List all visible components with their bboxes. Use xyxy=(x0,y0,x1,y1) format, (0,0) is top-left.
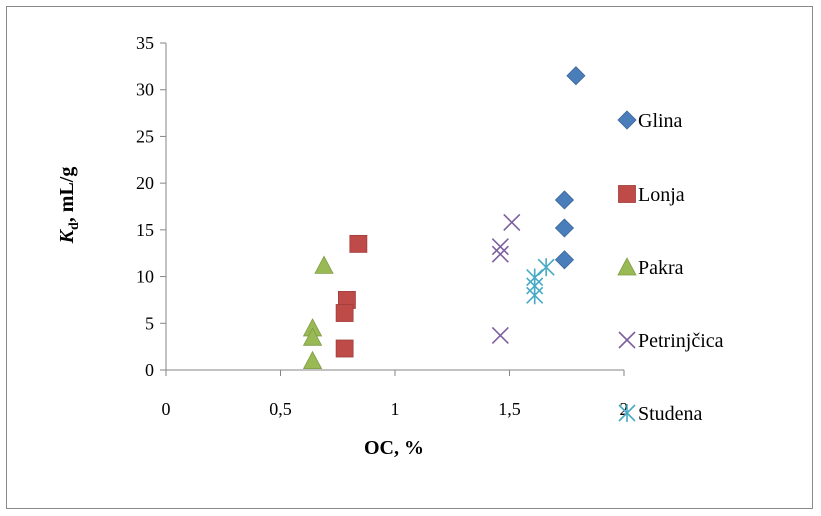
chart-frame xyxy=(6,6,813,509)
data-point-lonja xyxy=(349,234,368,253)
y-tick-label: 0 xyxy=(145,360,154,380)
data-point-lonja xyxy=(335,339,354,358)
axes xyxy=(160,42,625,376)
x-tick-label: 1 xyxy=(391,399,400,419)
legend-marker-lonja xyxy=(618,185,636,203)
legend-label-petrinj-ica: Petrinjčica xyxy=(638,330,724,352)
x-tick-labels: 00,511,52 xyxy=(162,399,629,419)
legend-label-studena: Studena xyxy=(638,403,703,425)
legend-label-lonja: Lonja xyxy=(638,184,685,206)
y-axis-title: Kd, mL/g xyxy=(56,167,82,245)
x-tick-label: 0,5 xyxy=(269,399,292,419)
legend-label-glina: Glina xyxy=(638,110,683,132)
data-point-petrinj-ica xyxy=(491,245,509,263)
data-points xyxy=(302,66,586,370)
y-tick-label: 20 xyxy=(136,173,154,193)
legend-marker-glina xyxy=(617,110,637,130)
x-axis-title: OC, % xyxy=(364,437,424,459)
y-axis-title-symbol: K xyxy=(56,228,78,244)
y-tick-label: 5 xyxy=(145,313,154,333)
y-tick-labels: 0 5 10 15 20 25 30 35 xyxy=(136,33,154,380)
legend: Glina Lonja Pakra Petrinjčica Studena xyxy=(617,110,724,425)
data-point-studena xyxy=(537,258,555,277)
data-point-glina xyxy=(554,250,575,270)
data-point-studena xyxy=(526,286,544,305)
y-tick-label: 10 xyxy=(136,267,154,287)
data-point-petrinj-ica xyxy=(491,238,509,256)
data-point-pakra xyxy=(302,327,323,346)
y-axis-title-unit: , mL/g xyxy=(56,167,78,223)
y-tick-label: 30 xyxy=(136,80,154,100)
data-point-glina xyxy=(554,218,575,238)
data-point-glina xyxy=(566,66,586,86)
x-tick-label: 0 xyxy=(162,399,171,419)
y-axis-title-subscript: d xyxy=(67,222,82,230)
data-point-lonja xyxy=(335,304,354,322)
data-point-glina xyxy=(554,190,575,210)
data-point-petrinj-ica xyxy=(503,213,521,231)
y-tick-label: 35 xyxy=(136,33,154,53)
y-tick-label: 25 xyxy=(136,126,154,146)
legend-label-pakra: Pakra xyxy=(638,257,684,279)
y-tick-label: 15 xyxy=(136,220,154,240)
data-point-pakra xyxy=(302,350,323,370)
legend-marker-petrinj-ica xyxy=(618,331,636,349)
legend-marker-studena xyxy=(618,404,636,422)
x-tick-label: 1,5 xyxy=(498,399,521,419)
data-point-petrinj-ica xyxy=(491,326,509,344)
data-point-pakra xyxy=(314,255,334,274)
legend-marker-pakra xyxy=(617,257,637,276)
